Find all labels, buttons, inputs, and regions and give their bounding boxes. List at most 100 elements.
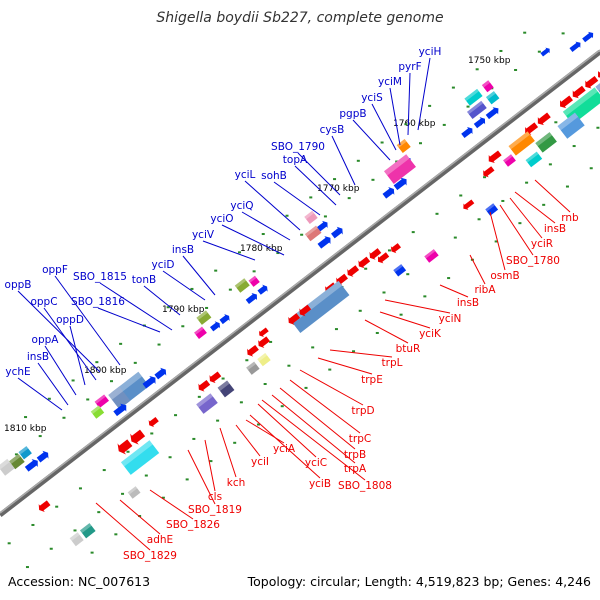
gene-label: yciK: [419, 328, 442, 340]
gene-arrow: [38, 500, 51, 513]
tick-dot: [209, 460, 213, 463]
tick-dot: [596, 126, 600, 129]
tick-dot: [71, 379, 75, 382]
leader-line: [271, 394, 356, 464]
gene-label: SBO_1815: [73, 271, 127, 283]
tick-dot: [494, 240, 498, 243]
tick-dot: [157, 343, 161, 346]
gene-label: yciC: [305, 457, 327, 469]
gene-arrow: [369, 248, 382, 260]
tick-dot: [161, 496, 165, 499]
gene-label: SBO_1808: [338, 480, 392, 492]
gene-block: [508, 131, 535, 156]
gene-arrow: [483, 166, 495, 178]
gene-arrow: [525, 122, 539, 135]
tick-dot: [102, 469, 106, 472]
gene-block: [196, 310, 212, 325]
gene-arrow: [463, 199, 475, 210]
gene-label: oppD: [56, 314, 84, 326]
gene-block: [535, 132, 557, 153]
gene-arrow: [209, 321, 221, 332]
gene-label: trpD: [351, 405, 374, 417]
leader-line: [54, 275, 121, 366]
gene-arrow: [117, 439, 133, 455]
tick-dot: [214, 269, 218, 272]
gene-label: yciA: [273, 443, 296, 455]
tick-dot: [375, 331, 379, 334]
gene-arrow: [209, 371, 222, 384]
tick-dot: [174, 414, 178, 417]
gene-block: [108, 386, 131, 410]
gene-arrow: [382, 186, 395, 199]
leader-line: [489, 211, 506, 271]
tick-dot: [276, 252, 280, 255]
leader-line: [294, 165, 337, 206]
tick-dot: [237, 251, 241, 254]
genome-backbone: [0, 50, 600, 517]
gene-arrow: [560, 95, 573, 109]
leader-line: [37, 362, 69, 406]
genome-backbone-highlight: [0, 49, 600, 514]
gene-arrow: [569, 41, 581, 52]
gene-arrow: [148, 417, 159, 428]
tick-dot: [233, 441, 237, 444]
tick-dot: [501, 199, 505, 202]
tick-dot: [126, 450, 130, 453]
tick-dot: [358, 309, 362, 312]
gene-block: [396, 138, 411, 154]
leader-line: [95, 502, 151, 551]
tick-dot: [380, 141, 384, 144]
tick-dot: [347, 197, 351, 200]
leader-line: [329, 349, 393, 358]
gene-arrow: [257, 284, 268, 295]
gene-label: btuR: [396, 343, 421, 355]
tick-label: 1770 kbp: [317, 184, 360, 194]
leader-line: [43, 307, 97, 381]
leader-line: [469, 254, 486, 285]
gene-label: yciM: [378, 76, 402, 88]
tick-dot: [418, 142, 422, 145]
gene-block: [424, 249, 439, 263]
gene-label: pgpB: [339, 108, 366, 120]
gene-block: [248, 275, 260, 287]
gene-label: oppC: [30, 296, 57, 308]
gene-label: SBO_1780: [506, 255, 560, 267]
tick-label: 1790 kbp: [162, 305, 205, 315]
gene-label: ychE: [5, 366, 30, 378]
leader-line: [261, 399, 366, 481]
tick-dot: [475, 68, 479, 71]
tick-dot: [466, 105, 470, 108]
gene-label: yciD: [152, 259, 175, 271]
gene-block: [384, 154, 416, 184]
tick-dot: [352, 350, 356, 353]
tick-dot: [572, 145, 576, 148]
gene-arrow: [258, 336, 270, 349]
tick-dot: [333, 178, 337, 181]
leader-line: [235, 424, 261, 457]
tick-dot: [334, 328, 338, 331]
tick-dot: [428, 104, 432, 107]
tick-dot: [78, 487, 82, 490]
gene-label: SBO_1816: [71, 296, 125, 308]
tick-dot: [309, 196, 313, 199]
leader-line: [17, 377, 63, 411]
tick-dot: [119, 342, 123, 345]
gene-arrow: [485, 107, 499, 120]
gene-block: [481, 80, 494, 93]
tick-dot: [47, 397, 51, 400]
gene-label: yciV: [192, 229, 215, 241]
gene-arrow: [288, 313, 301, 325]
gene-label: rnb: [561, 212, 579, 224]
gene-label: oppA: [32, 334, 60, 346]
tick-dot: [518, 222, 522, 225]
gene-block: [246, 361, 260, 375]
tick-dot: [133, 361, 137, 364]
gene-block: [304, 225, 322, 242]
tick-dot: [280, 405, 284, 408]
gene-block: [94, 394, 109, 409]
tick-dot: [514, 68, 518, 71]
gene-block: [304, 210, 318, 225]
tick-dot: [14, 453, 18, 456]
tick-dot: [323, 215, 327, 218]
gene-block: [485, 203, 499, 216]
